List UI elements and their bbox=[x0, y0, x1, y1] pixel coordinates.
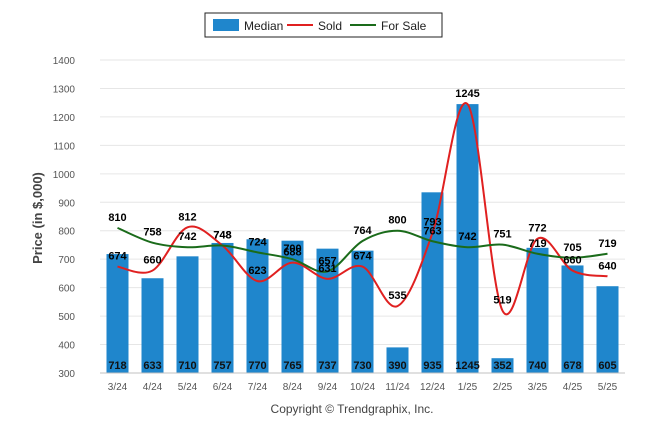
for-sale-point-label: 810 bbox=[108, 212, 126, 224]
for-sale-point-label: 719 bbox=[598, 238, 616, 250]
y-tick-label: 500 bbox=[58, 312, 75, 323]
sold-point-label: 674 bbox=[353, 251, 372, 263]
price-chart: 718 633 710 757 770 765 737 730 390 935 1245 352 740… bbox=[0, 0, 646, 434]
for-sale-point-label: 748 bbox=[213, 230, 231, 242]
y-tick-label: 600 bbox=[58, 284, 75, 295]
median-legend-label: Median bbox=[244, 19, 283, 33]
for-sale-point-label: 724 bbox=[248, 236, 267, 248]
for-sale-point-label: 742 bbox=[178, 231, 196, 243]
sold-point-label: 660 bbox=[563, 255, 581, 267]
x-tick-label: 10/24 bbox=[350, 382, 375, 393]
median-bar bbox=[352, 251, 374, 373]
x-tick-label: 9/24 bbox=[318, 382, 338, 393]
y-tick-label: 900 bbox=[58, 198, 75, 209]
for-sale-point-label: 719 bbox=[528, 238, 546, 250]
median-bar bbox=[562, 265, 584, 373]
median-bar bbox=[212, 243, 234, 373]
median-bar bbox=[107, 254, 129, 373]
median-bar-label: 730 bbox=[353, 360, 371, 372]
median-bar-label: 765 bbox=[283, 360, 301, 372]
sold-point-label: 623 bbox=[248, 265, 266, 277]
median-bar-label: 737 bbox=[318, 360, 336, 372]
copyright-footer: Copyright © Trendgraphix, Inc. bbox=[271, 402, 434, 416]
median-bar bbox=[527, 248, 549, 373]
sold-point-label: 1245 bbox=[455, 88, 479, 100]
sold-point-label: 535 bbox=[388, 290, 406, 302]
sold-point-label: 772 bbox=[528, 223, 546, 235]
x-tick-label: 5/24 bbox=[178, 382, 198, 393]
x-tick-label: 12/24 bbox=[420, 382, 445, 393]
y-tick-label: 1000 bbox=[53, 170, 76, 181]
for-sale-point-label: 742 bbox=[458, 231, 476, 243]
median-bar bbox=[247, 239, 269, 373]
median-bar bbox=[142, 278, 164, 373]
x-tick-label: 3/25 bbox=[528, 382, 548, 393]
for-sale-point-label: 700 bbox=[283, 243, 301, 255]
x-tick-label: 8/24 bbox=[283, 382, 303, 393]
median-bar-label: 757 bbox=[213, 360, 231, 372]
for-sale-point-label: 758 bbox=[143, 227, 161, 239]
median-bar-label: 770 bbox=[248, 360, 266, 372]
x-tick-label: 6/24 bbox=[213, 382, 233, 393]
sold-point-label: 812 bbox=[178, 211, 196, 223]
for-sale-legend-label: For Sale bbox=[381, 19, 427, 33]
x-tick-label: 3/24 bbox=[108, 382, 128, 393]
median-bar-label: 740 bbox=[528, 360, 546, 372]
for-sale-point-label: 764 bbox=[353, 225, 372, 237]
y-tick-label: 700 bbox=[58, 255, 75, 266]
sold-legend-label: Sold bbox=[318, 19, 342, 33]
for-sale-point-label: 705 bbox=[563, 242, 581, 254]
sold-point-label: 519 bbox=[493, 295, 511, 307]
x-tick-label: 7/24 bbox=[248, 382, 268, 393]
median-bar-label: 718 bbox=[108, 360, 126, 372]
median-bar-label: 710 bbox=[178, 360, 196, 372]
y-tick-label: 800 bbox=[58, 227, 75, 238]
x-tick-label: 11/24 bbox=[385, 382, 410, 393]
y-tick-label: 400 bbox=[58, 341, 75, 352]
median-legend-swatch bbox=[213, 19, 239, 31]
x-tick-label: 2/25 bbox=[493, 382, 513, 393]
y-tick-label: 1100 bbox=[53, 141, 75, 152]
median-bar-label: 678 bbox=[563, 360, 581, 372]
median-bar-label: 633 bbox=[143, 360, 161, 372]
median-bar-label: 390 bbox=[388, 360, 406, 372]
median-bar bbox=[177, 256, 199, 373]
y-tick-label: 1200 bbox=[53, 113, 76, 124]
x-tick-label: 4/24 bbox=[143, 382, 163, 393]
sold-point-label: 660 bbox=[143, 255, 161, 267]
for-sale-point-label: 657 bbox=[318, 255, 336, 267]
y-axis-title: Price (in $,000) bbox=[30, 172, 45, 264]
median-bar bbox=[282, 241, 304, 373]
median-bar-label: 1245 bbox=[455, 360, 479, 372]
y-tick-label: 1400 bbox=[53, 56, 76, 67]
x-tick-label: 5/25 bbox=[598, 382, 618, 393]
sold-point-label: 640 bbox=[598, 260, 616, 272]
y-tick-label: 1300 bbox=[53, 84, 76, 95]
for-sale-point-label: 800 bbox=[388, 215, 406, 227]
for-sale-point-label: 763 bbox=[423, 225, 441, 237]
x-tick-label: 4/25 bbox=[563, 382, 583, 393]
chart-container: 718 633 710 757 770 765 737 730 390 935 1245 352 740… bbox=[0, 0, 646, 434]
median-bar-label: 605 bbox=[598, 360, 616, 372]
for-sale-point-label: 751 bbox=[493, 229, 511, 241]
y-tick-label: 300 bbox=[58, 369, 75, 380]
legend: Median Sold For Sale bbox=[205, 13, 442, 37]
median-bar-label: 352 bbox=[493, 360, 511, 372]
sold-point-label: 674 bbox=[108, 251, 127, 263]
median-bar-label: 935 bbox=[423, 360, 441, 372]
x-tick-label: 1/25 bbox=[458, 382, 478, 393]
